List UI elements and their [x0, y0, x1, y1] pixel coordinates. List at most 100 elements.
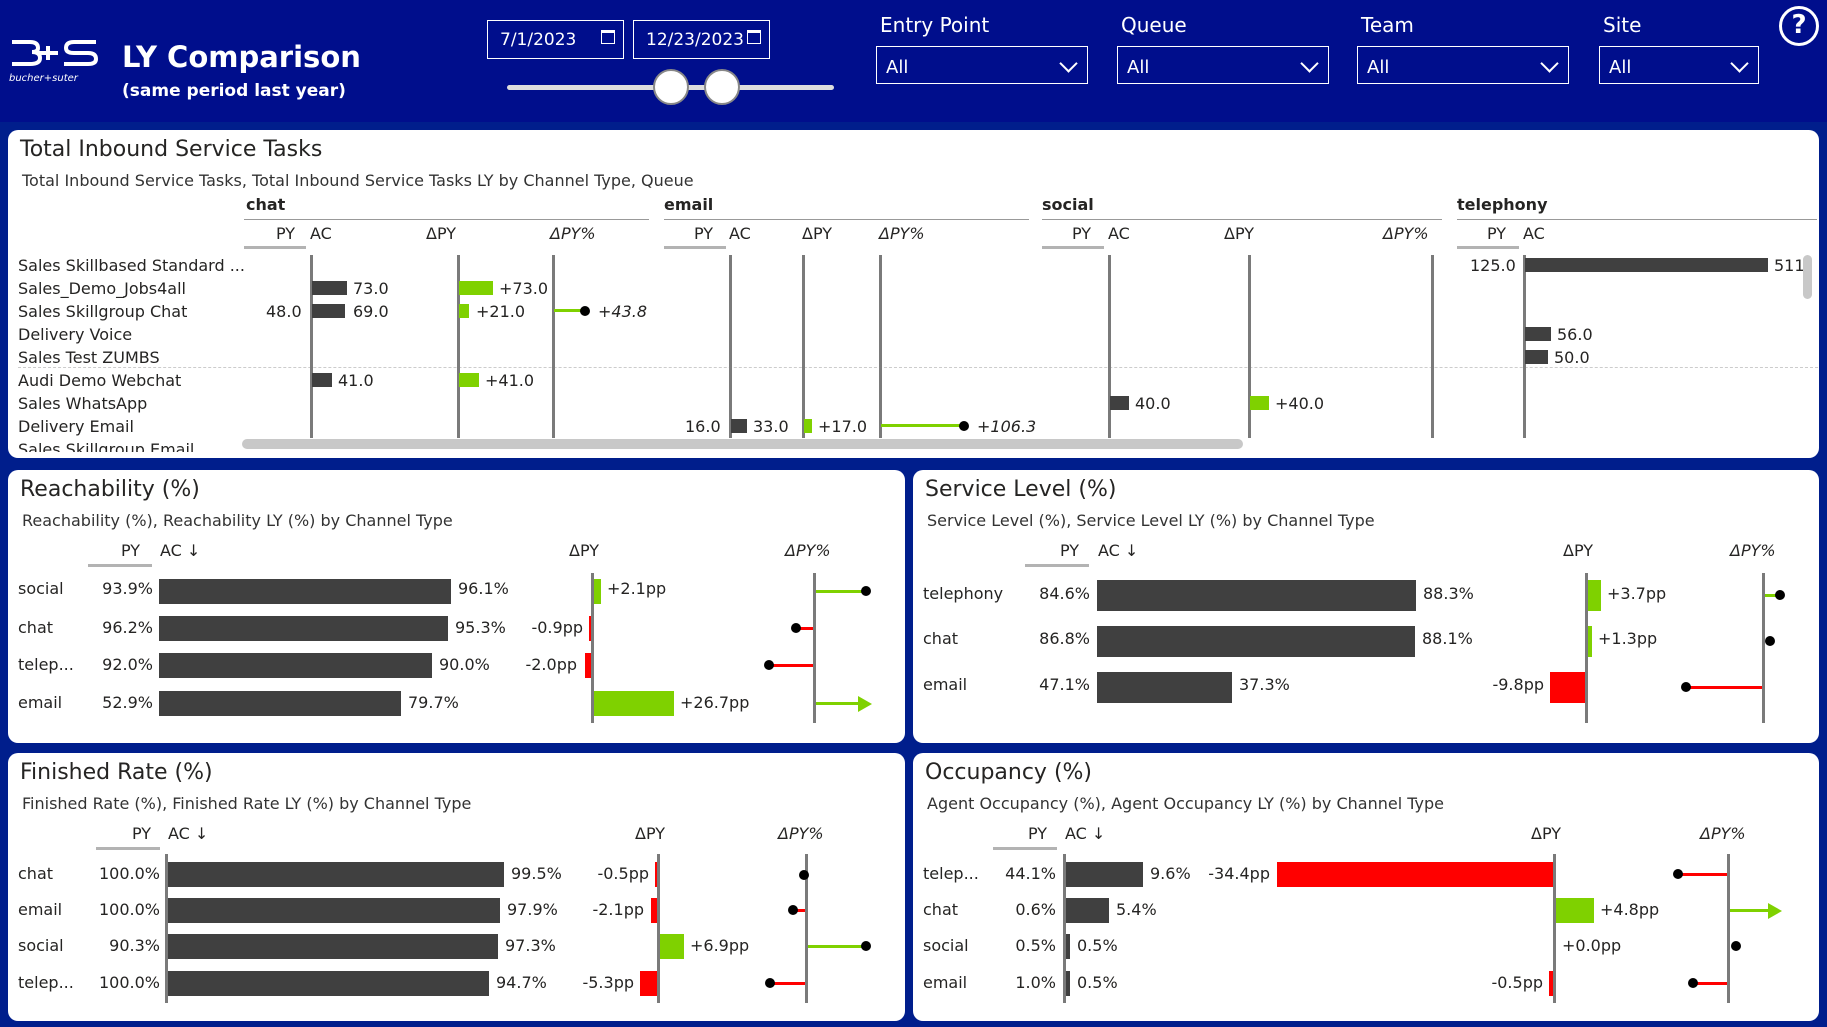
dpy-value: +4.8pp	[1600, 900, 1660, 919]
group-header-social: social	[1042, 195, 1094, 214]
dpyp-stem	[881, 424, 963, 427]
dpy-bar	[651, 898, 657, 923]
col-header-ac: AC ↓	[168, 824, 209, 843]
col-header-dpy: ΔPY	[635, 824, 666, 843]
dpy-axis	[1553, 854, 1556, 1003]
dpy-value: +40.0	[1275, 394, 1325, 413]
occupancy-card: Occupancy (%) Agent Occupancy (%), Agent…	[913, 753, 1819, 1021]
reachability-card: Reachability (%) Reachability (%), Reach…	[8, 470, 905, 743]
ac-axis	[729, 255, 732, 438]
filter-label-queue: Queue	[1121, 13, 1187, 37]
ac-value: 96.1%	[458, 579, 509, 598]
row-label: telep...	[923, 864, 979, 883]
ac-value: 56.0	[1557, 325, 1593, 344]
finished-rate-card: Finished Rate (%) Finished Rate (%), Fin…	[8, 753, 905, 1021]
col-header-py: PY	[276, 224, 296, 243]
col-header-dpy: ΔPY	[1531, 824, 1562, 843]
row-label: email	[923, 675, 968, 694]
inbound-tasks-card: Total Inbound Service Tasks Total Inboun…	[8, 130, 1819, 458]
row-label: social	[923, 936, 969, 955]
py-value: 52.9%	[102, 693, 153, 712]
horizontal-scrollbar[interactable]	[242, 439, 1243, 449]
dpyp-dot	[1681, 682, 1691, 692]
row-label: Sales Test ZUMBS	[18, 348, 160, 367]
date-to-input[interactable]: 12/23/2023	[633, 20, 770, 59]
col-header-dpyp: ΔPY%	[785, 541, 831, 560]
col-header-ac: AC	[310, 224, 332, 243]
ac-bar	[1066, 934, 1070, 959]
row-label: Sales_Demo_Jobs4all	[18, 279, 186, 298]
dpyp-dot	[580, 306, 590, 316]
filter-label-team: Team	[1361, 13, 1414, 37]
ac-value: 97.3%	[505, 936, 556, 955]
dpyp-dot	[791, 623, 801, 633]
col-header-ac: AC	[729, 224, 751, 243]
page-title: LY Comparison	[122, 40, 361, 74]
row-label: chat	[923, 900, 959, 919]
queue-dropdown[interactable]: All	[1117, 46, 1329, 84]
ac-axis	[1108, 255, 1111, 438]
dpy-bar	[655, 862, 657, 887]
dpy-value: +0.0pp	[1562, 936, 1622, 955]
col-header-py: PY	[132, 824, 152, 843]
row-label: Sales WhatsApp	[18, 394, 148, 413]
ac-bar	[1525, 327, 1551, 341]
card-title: Service Level (%)	[925, 477, 1117, 502]
col-header-dpy: ΔPY	[569, 541, 600, 560]
vertical-scrollbar[interactable]	[1803, 255, 1812, 299]
ac-bar	[1066, 898, 1109, 923]
dpyp-stem	[1680, 873, 1727, 876]
dpy-bar	[1588, 626, 1592, 657]
ac-bar	[159, 616, 448, 641]
dpyp-stem	[808, 945, 866, 948]
dpy-value: +6.9pp	[690, 936, 750, 955]
col-header-ac: AC ↓	[1065, 824, 1106, 843]
chevron-down-icon	[1300, 54, 1319, 73]
dpyp-stem	[772, 982, 805, 985]
py-value: 84.6%	[1039, 584, 1090, 603]
team-dropdown[interactable]: All	[1357, 46, 1569, 84]
dpy-value: +26.7pp	[680, 693, 750, 712]
help-icon[interactable]: ?	[1779, 6, 1819, 46]
ac-value: 5.4%	[1116, 900, 1157, 919]
slider-handle-start[interactable]	[653, 69, 689, 105]
ac-value: 33.0	[753, 417, 789, 436]
dpyp-dot	[788, 905, 798, 915]
entry-point-dropdown[interactable]: All	[876, 46, 1088, 84]
py-underline	[88, 564, 152, 567]
dpy-bar	[1588, 580, 1601, 611]
dpyp-stem	[816, 590, 866, 593]
divider	[664, 219, 1029, 220]
py-value: 100.0%	[98, 864, 160, 883]
card-title: Occupancy (%)	[925, 760, 1093, 785]
dpyp-dot	[861, 941, 871, 951]
site-dropdown[interactable]: All	[1599, 46, 1759, 84]
card-subtitle: Service Level (%), Service Level LY (%) …	[927, 511, 1375, 530]
ac-value: 0.5%	[1077, 936, 1118, 955]
dpyp-dot	[1673, 869, 1683, 879]
py-value: 44.1%	[1005, 864, 1056, 883]
dpy-bar	[1550, 672, 1585, 703]
dpyp-axis	[1431, 255, 1434, 438]
dpy-bar	[459, 281, 493, 295]
calendar-icon[interactable]	[747, 30, 761, 44]
calendar-icon[interactable]	[601, 30, 615, 44]
date-from-input[interactable]: 7/1/2023	[487, 20, 624, 59]
row-label: Audi Demo Webchat	[18, 371, 182, 390]
chevron-down-icon	[1059, 54, 1078, 73]
py-value: 90.3%	[109, 936, 160, 955]
dpy-bar	[1277, 862, 1553, 887]
col-header-py: PY	[694, 224, 714, 243]
ac-bar	[1097, 626, 1415, 657]
ac-value: 511	[1774, 256, 1805, 275]
dpy-value: -5.3pp	[582, 973, 634, 992]
dpyp-stem	[1730, 909, 1770, 912]
slider-handle-end[interactable]	[704, 69, 740, 105]
ac-axis	[1523, 255, 1526, 438]
dropdown-value: All	[1367, 57, 1390, 78]
dpyp-dot	[1765, 636, 1775, 646]
dpyp-axis	[552, 255, 555, 438]
filter-label-site: Site	[1603, 13, 1642, 37]
header-bar: bucher+suter LY Comparison (same period …	[0, 0, 1827, 122]
dpy-value: -2.1pp	[592, 900, 644, 919]
